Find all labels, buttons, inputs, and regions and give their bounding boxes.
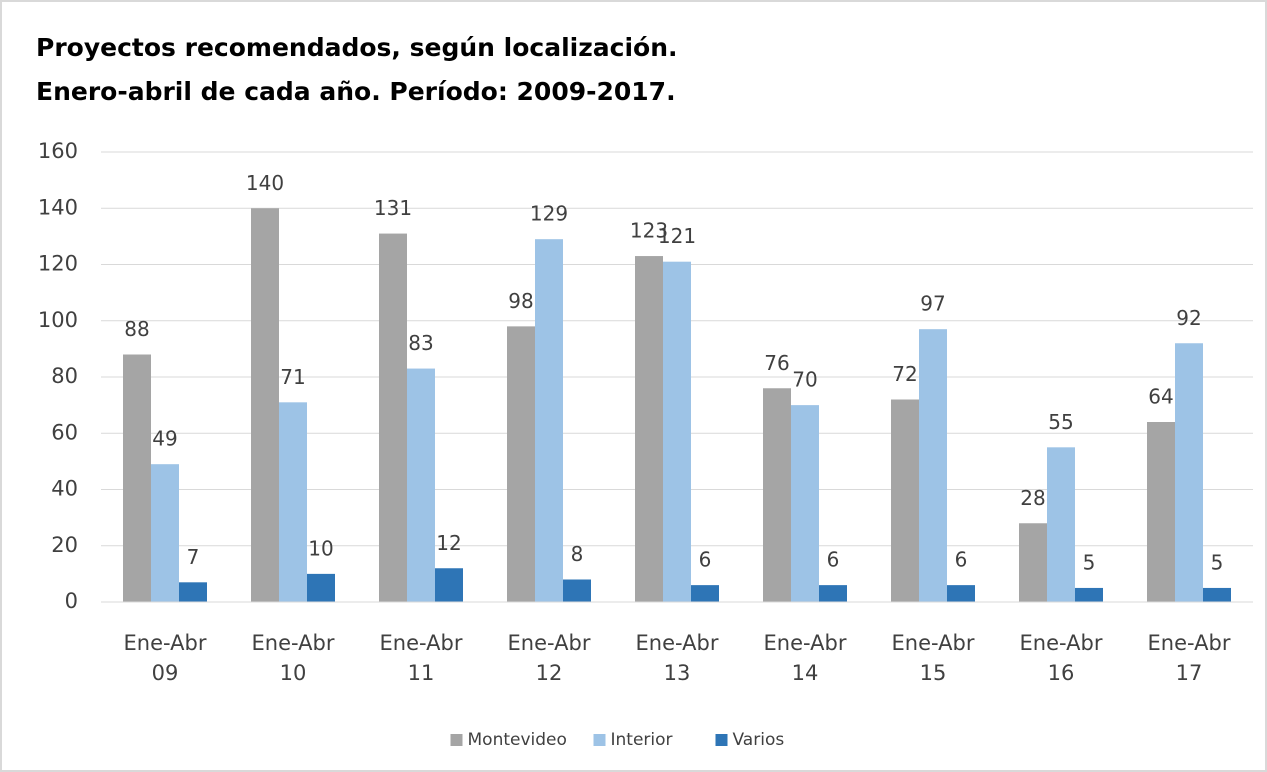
data-label: 6	[827, 548, 840, 572]
bar	[1147, 422, 1175, 602]
y-tick-label: 40	[51, 477, 78, 501]
data-label: 55	[1048, 410, 1073, 434]
data-label: 5	[1083, 550, 1096, 574]
x-tick-label: Ene-Abr 13	[635, 631, 719, 685]
data-label: 92	[1176, 306, 1201, 330]
data-label: 83	[408, 331, 433, 355]
bar	[251, 208, 279, 602]
bar	[435, 568, 463, 602]
bar	[1019, 523, 1047, 602]
bar	[947, 585, 975, 602]
legend-swatch	[593, 734, 606, 746]
x-tick-label: Ene-Abr 14	[763, 631, 847, 685]
legend-swatch	[450, 734, 463, 746]
data-label: 6	[699, 548, 712, 572]
bar	[1203, 587, 1231, 602]
data-label: 131	[374, 196, 412, 220]
data-label: 5	[1211, 550, 1224, 574]
data-label: 97	[920, 292, 945, 316]
bar	[663, 261, 691, 602]
bar	[379, 233, 407, 602]
bar	[763, 388, 791, 602]
data-label: 123	[630, 219, 668, 243]
data-label: 12	[436, 531, 461, 555]
bar	[919, 329, 947, 602]
y-tick-label: 80	[51, 364, 78, 388]
chart-title: Proyectos recomendados, según localizaci…	[36, 33, 678, 62]
bar	[563, 579, 591, 602]
bar	[691, 585, 719, 602]
data-label: 98	[508, 289, 533, 313]
bar	[407, 368, 435, 602]
chart-subtitle: Enero-abril de cada año. Período: 2009-2…	[36, 77, 676, 106]
legend-swatch	[715, 734, 728, 746]
y-tick-label: 60	[51, 420, 78, 444]
bar	[819, 585, 847, 602]
bar	[507, 326, 535, 602]
x-tick-label: Ene-Abr 10	[251, 631, 335, 685]
data-label: 6	[955, 548, 968, 572]
y-tick-label: 20	[51, 533, 78, 557]
y-tick-label: 0	[65, 589, 78, 613]
data-label: 129	[530, 202, 568, 226]
x-tick-label: Ene-Abr 15	[891, 631, 975, 685]
data-label: 64	[1148, 385, 1173, 409]
legend-label: Interior	[611, 730, 673, 750]
data-label: 8	[571, 542, 584, 566]
x-tick-label: Ene-Abr 12	[507, 631, 591, 685]
x-tick-label: Ene-Abr 16	[1019, 631, 1103, 685]
bar	[179, 582, 207, 602]
y-tick-label: 120	[38, 252, 78, 276]
x-tick-label: Ene-Abr 09	[123, 631, 207, 685]
data-label: 88	[124, 317, 149, 341]
data-label: 28	[1020, 486, 1045, 510]
data-label: 71	[280, 365, 305, 389]
x-tick-label: Ene-Abr 11	[379, 631, 463, 685]
x-tick-label: Ene-Abr 17	[1147, 631, 1231, 685]
bar	[791, 405, 819, 602]
bar	[123, 354, 151, 602]
data-label: 140	[246, 171, 284, 195]
data-label: 76	[764, 351, 789, 375]
data-label: 70	[792, 368, 817, 392]
data-label: 10	[308, 536, 333, 560]
bar	[1047, 447, 1075, 602]
bar	[151, 464, 179, 602]
bar	[1075, 587, 1103, 602]
data-label: 49	[152, 427, 177, 451]
data-label: 121	[658, 224, 696, 248]
y-tick-label: 100	[38, 308, 78, 332]
bar	[635, 256, 663, 602]
bar	[891, 399, 919, 602]
data-label: 72	[892, 362, 917, 386]
data-label: 7	[187, 545, 200, 569]
y-tick-label: 140	[38, 195, 78, 219]
legend-label: Varios	[733, 730, 785, 750]
bar	[1175, 343, 1203, 602]
bar	[307, 573, 335, 602]
bar	[279, 402, 307, 602]
legend-label: Montevideo	[468, 730, 567, 750]
bar	[535, 239, 563, 602]
y-tick-label: 160	[38, 139, 78, 163]
